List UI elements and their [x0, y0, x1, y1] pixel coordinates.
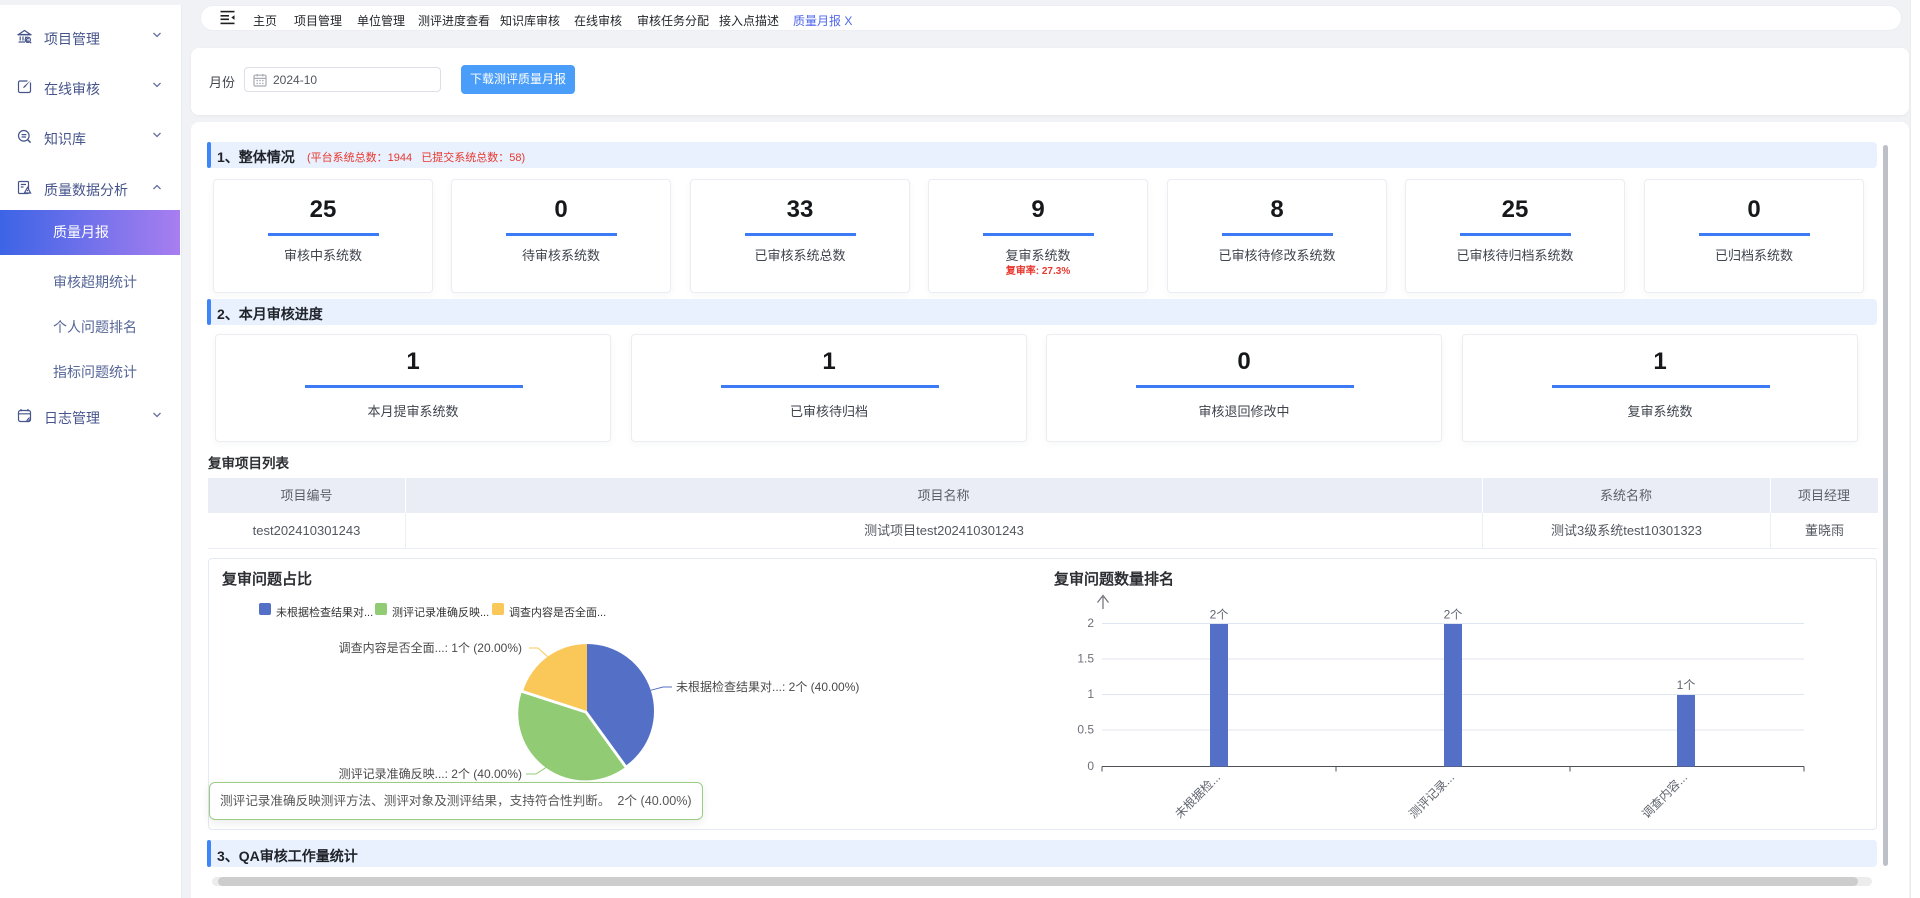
svg-text:0.5: 0.5: [1077, 723, 1094, 737]
svg-text:0: 0: [1087, 759, 1094, 773]
svg-text:1个: 1个: [1677, 678, 1696, 692]
svg-text:2: 2: [1087, 616, 1094, 630]
svg-text:测评记录...: 测评记录...: [1406, 770, 1457, 821]
svg-text:未根据检...: 未根据检...: [1171, 770, 1223, 822]
svg-text:1.5: 1.5: [1077, 652, 1094, 666]
svg-text:1: 1: [1087, 687, 1094, 701]
svg-text:2个: 2个: [1210, 608, 1229, 622]
svg-text:调查内容是否全面...: 1个 (20.00%): 调查内容是否全面...: 1个 (20.00%): [339, 640, 522, 655]
svg-text:调查内容...: 调查内容...: [1638, 770, 1690, 822]
svg-text:2个: 2个: [1444, 608, 1463, 622]
svg-text:测评记录准确反映...: 2个 (40.00%): 测评记录准确反映...: 2个 (40.00%): [339, 767, 522, 781]
svg-text:未根据检查结果对...: 2个 (40.00%): 未根据检查结果对...: 2个 (40.00%): [676, 679, 859, 694]
